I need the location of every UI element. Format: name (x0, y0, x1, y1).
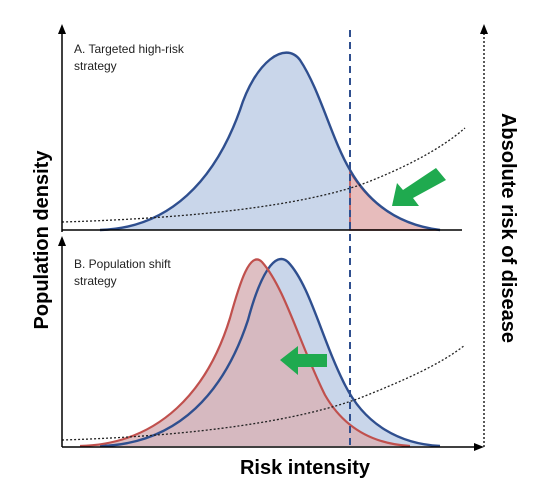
panel-b-original-distribution-curve (99, 257, 441, 448)
panel-a: A. Targeted high-risk strategy (61, 42, 466, 232)
panel-b-label-line2: strategy (74, 274, 117, 288)
panel-a-label-line2: strategy (74, 59, 117, 73)
panel-a-arrow-icon (392, 168, 446, 206)
panel-b-shifted-distribution-curve (79, 258, 411, 448)
panel-b-risk-curve (61, 344, 466, 441)
panel-a-distribution-curve (99, 51, 441, 232)
y-axis-panel-a-arrowhead (58, 24, 66, 34)
y-axis-right-title: Absolute risk of disease (497, 113, 519, 343)
x-axis-title: Risk intensity (240, 457, 371, 479)
y-axis-left-title: Population density (31, 150, 53, 330)
right-axis-arrowhead (480, 24, 488, 34)
panel-a-label-line1: A. Targeted high-risk (74, 42, 185, 56)
x-axis-arrowhead (474, 443, 484, 451)
panel-b-label-line1: B. Population shift (74, 257, 171, 271)
y-axis-panel-b-arrowhead (58, 236, 66, 246)
axes (58, 24, 488, 451)
panel-a-risk-curve (61, 127, 466, 223)
panel-b: B. Population shift strategy (61, 257, 466, 448)
panel-b-arrow-icon (280, 346, 327, 375)
panel-a-distribution-fill (100, 52, 440, 230)
